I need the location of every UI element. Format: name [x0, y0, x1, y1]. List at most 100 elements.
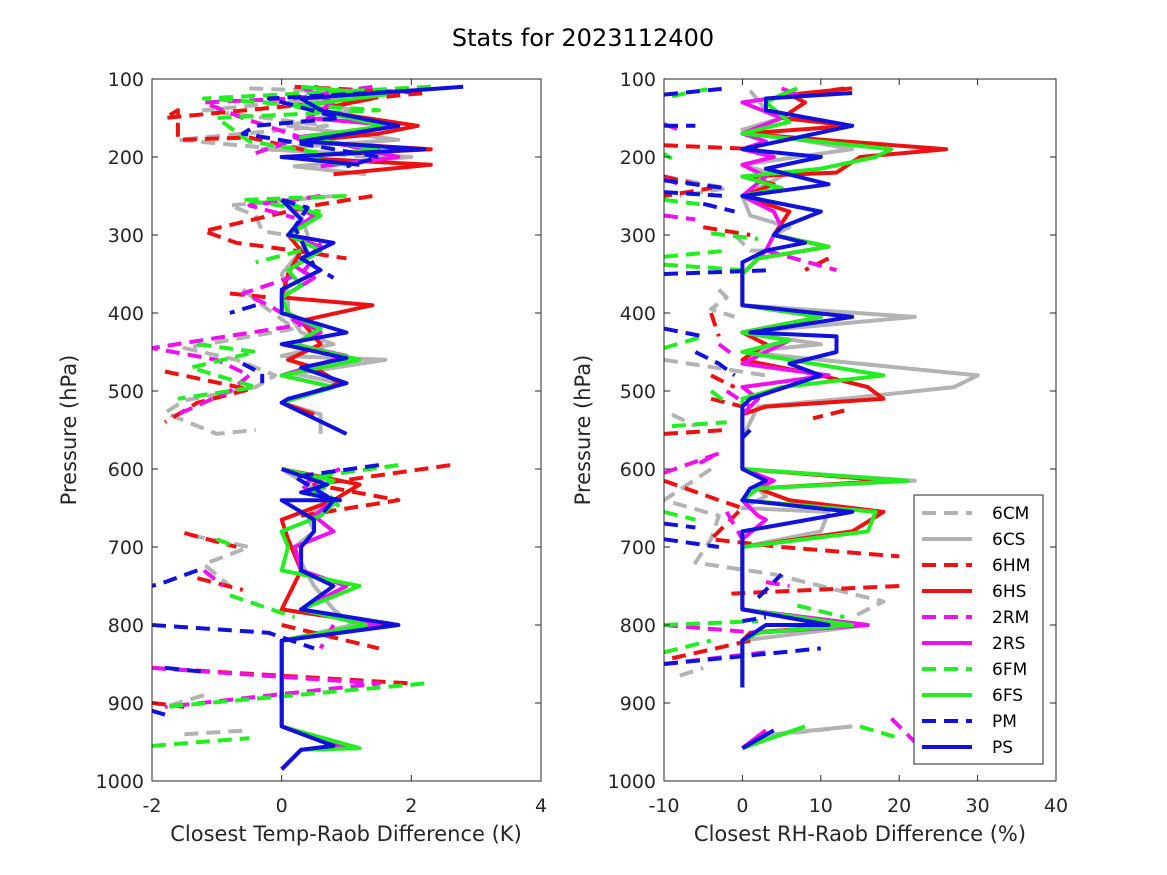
temp-series-2rm-line — [152, 242, 323, 417]
temp-ytick-label: 600 — [108, 459, 144, 481]
temp-series-2rm-line — [152, 665, 381, 709]
rh-series-pm-line — [702, 201, 736, 214]
legend-label-2rm: 2RM — [992, 608, 1029, 628]
temp-ytick-label: 100 — [108, 69, 144, 91]
rh-series-6fm-line — [709, 389, 728, 405]
temp-series-pm-line — [240, 88, 412, 169]
rh-series-6cm-line — [670, 412, 697, 428]
rh-series-pm-line — [664, 86, 727, 97]
legend-label-6hs: 6HS — [992, 582, 1026, 602]
temp-series-2rm-line — [318, 624, 336, 650]
rh-series-2rm-line — [717, 342, 736, 358]
temp-ytick-label: 700 — [108, 537, 144, 559]
rh-series-6fm-line — [664, 262, 743, 273]
rh-series-6cm-line — [733, 233, 774, 253]
rh-series-2rm-line — [889, 717, 917, 744]
rh-series-pm-line — [664, 178, 727, 191]
legend-label-6hm: 6HM — [992, 556, 1030, 576]
temp-series-pm-line — [152, 708, 166, 717]
rh-series-6fm-line — [664, 197, 712, 208]
rh-series-6hm-line — [812, 408, 845, 421]
temp-series-6fm-line — [201, 84, 431, 156]
temp-ytick-label: 500 — [108, 381, 144, 403]
temp-ylabel: Pressure (hPa) — [57, 355, 81, 506]
temp-series-pm-line — [152, 623, 315, 651]
legend-label-ps: PS — [992, 738, 1013, 758]
rh-ytick-label: 200 — [620, 147, 656, 169]
rh-ylabel: Pressure (hPa) — [571, 355, 595, 506]
temp-series-pm-line — [152, 568, 199, 588]
temp-series-pm-line — [164, 665, 205, 674]
rh-series-6fm-line — [796, 603, 845, 620]
rh-series-pm-line — [664, 537, 720, 549]
rh-ytick-label: 400 — [620, 303, 656, 325]
temp-series-6fm-line — [240, 194, 347, 214]
temp-panel: -2 0 2 4 100 200 300 400 500 600 700 800 900 1000 Clo… — [57, 69, 547, 846]
temp-series-6hm-line — [163, 84, 427, 153]
rh-ytick-label: 1000 — [608, 771, 656, 793]
legend-label-6cm: 6CM — [992, 504, 1029, 524]
temp-ytick-label: 900 — [108, 693, 144, 715]
temp-series-6hm-line — [229, 291, 269, 300]
rh-series-6cm-line — [679, 666, 704, 678]
rh-xlabel: Closest RH-Raob Difference (%) — [694, 822, 1026, 846]
rh-series-pm-line — [664, 268, 774, 276]
rh-ytick-label: 100 — [620, 69, 656, 91]
rh-series-6fm-line — [664, 334, 704, 351]
rh-series-ps-line — [741, 728, 775, 750]
legend-label-6cs: 6CS — [992, 530, 1025, 550]
rh-axes-box — [663, 78, 1057, 782]
legend-label-6fs: 6FS — [992, 686, 1023, 706]
rh-series-6hm-line — [726, 584, 900, 596]
rh-ytick-label: 500 — [620, 381, 656, 403]
rh-series-6cs-line — [740, 89, 980, 688]
temp-ytick-label: 800 — [108, 615, 144, 637]
temp-series-6fm-line — [216, 537, 238, 549]
rh-ytick-label: 700 — [620, 537, 656, 559]
rh-series-6fm-line — [859, 724, 900, 741]
rh-series-pm-line — [694, 350, 736, 378]
rh-series-6fs-line — [741, 724, 806, 751]
temp-series-6fm-line — [255, 248, 302, 265]
rh-series-6cm-line — [709, 288, 736, 319]
temp-ytick-label: 400 — [108, 303, 144, 325]
temp-series-pm-line — [229, 303, 257, 315]
rh-series-6fm-line — [664, 638, 712, 655]
temp-series-pm-line — [292, 463, 380, 518]
temp-series-pm-line — [241, 361, 265, 384]
rh-xtick-label: -10 — [648, 795, 679, 817]
rh-series-ps-line — [740, 91, 855, 688]
rh-xtick-label: 10 — [809, 795, 833, 817]
temp-series-6hm-line — [281, 623, 380, 651]
rh-series-6cm-line — [664, 357, 767, 378]
legend: 6CM 6CS 6HM 6HS 2RM 2RS 6FM 6FS PM PS — [913, 494, 1044, 765]
rh-series-pm-line — [664, 521, 696, 530]
rh-ytick-label: 600 — [620, 459, 656, 481]
rh-series-pm-line — [664, 326, 704, 339]
temp-series-ps-line — [279, 84, 464, 167]
rh-series-6fm-line — [664, 509, 696, 522]
rh-series-6hm-line — [709, 312, 721, 338]
rh-series-6hm-line — [710, 373, 736, 389]
temp-series-6hm-line — [201, 194, 373, 261]
rh-series-6fm-line — [710, 231, 759, 241]
temp-series-6hm-line — [196, 576, 244, 592]
temp-plot-area — [152, 79, 541, 781]
temp-series-6cm-line — [184, 728, 250, 737]
legend-label-6fm: 6FM — [992, 660, 1027, 680]
rh-series-6hm-line — [710, 396, 743, 409]
temp-ytick-label: 300 — [108, 225, 144, 247]
rh-ytick-label: 300 — [620, 225, 656, 247]
temp-xtick-label: 2 — [405, 795, 417, 817]
figure-title: Stats for 2023112400 — [452, 24, 714, 52]
temp-series-ps-line — [279, 467, 401, 771]
rh-ytick-label: 900 — [620, 693, 656, 715]
temp-series-2rm-line — [202, 568, 225, 588]
rh-series-6fm-line — [671, 420, 727, 429]
rh-series-pm-line — [756, 572, 784, 600]
temp-axes-box — [151, 78, 542, 782]
rh-ytick-label: 800 — [620, 615, 656, 637]
rh-series-2rm-line — [765, 580, 790, 588]
rh-series-layer — [664, 86, 980, 751]
rh-series-2rm-line — [664, 623, 759, 635]
